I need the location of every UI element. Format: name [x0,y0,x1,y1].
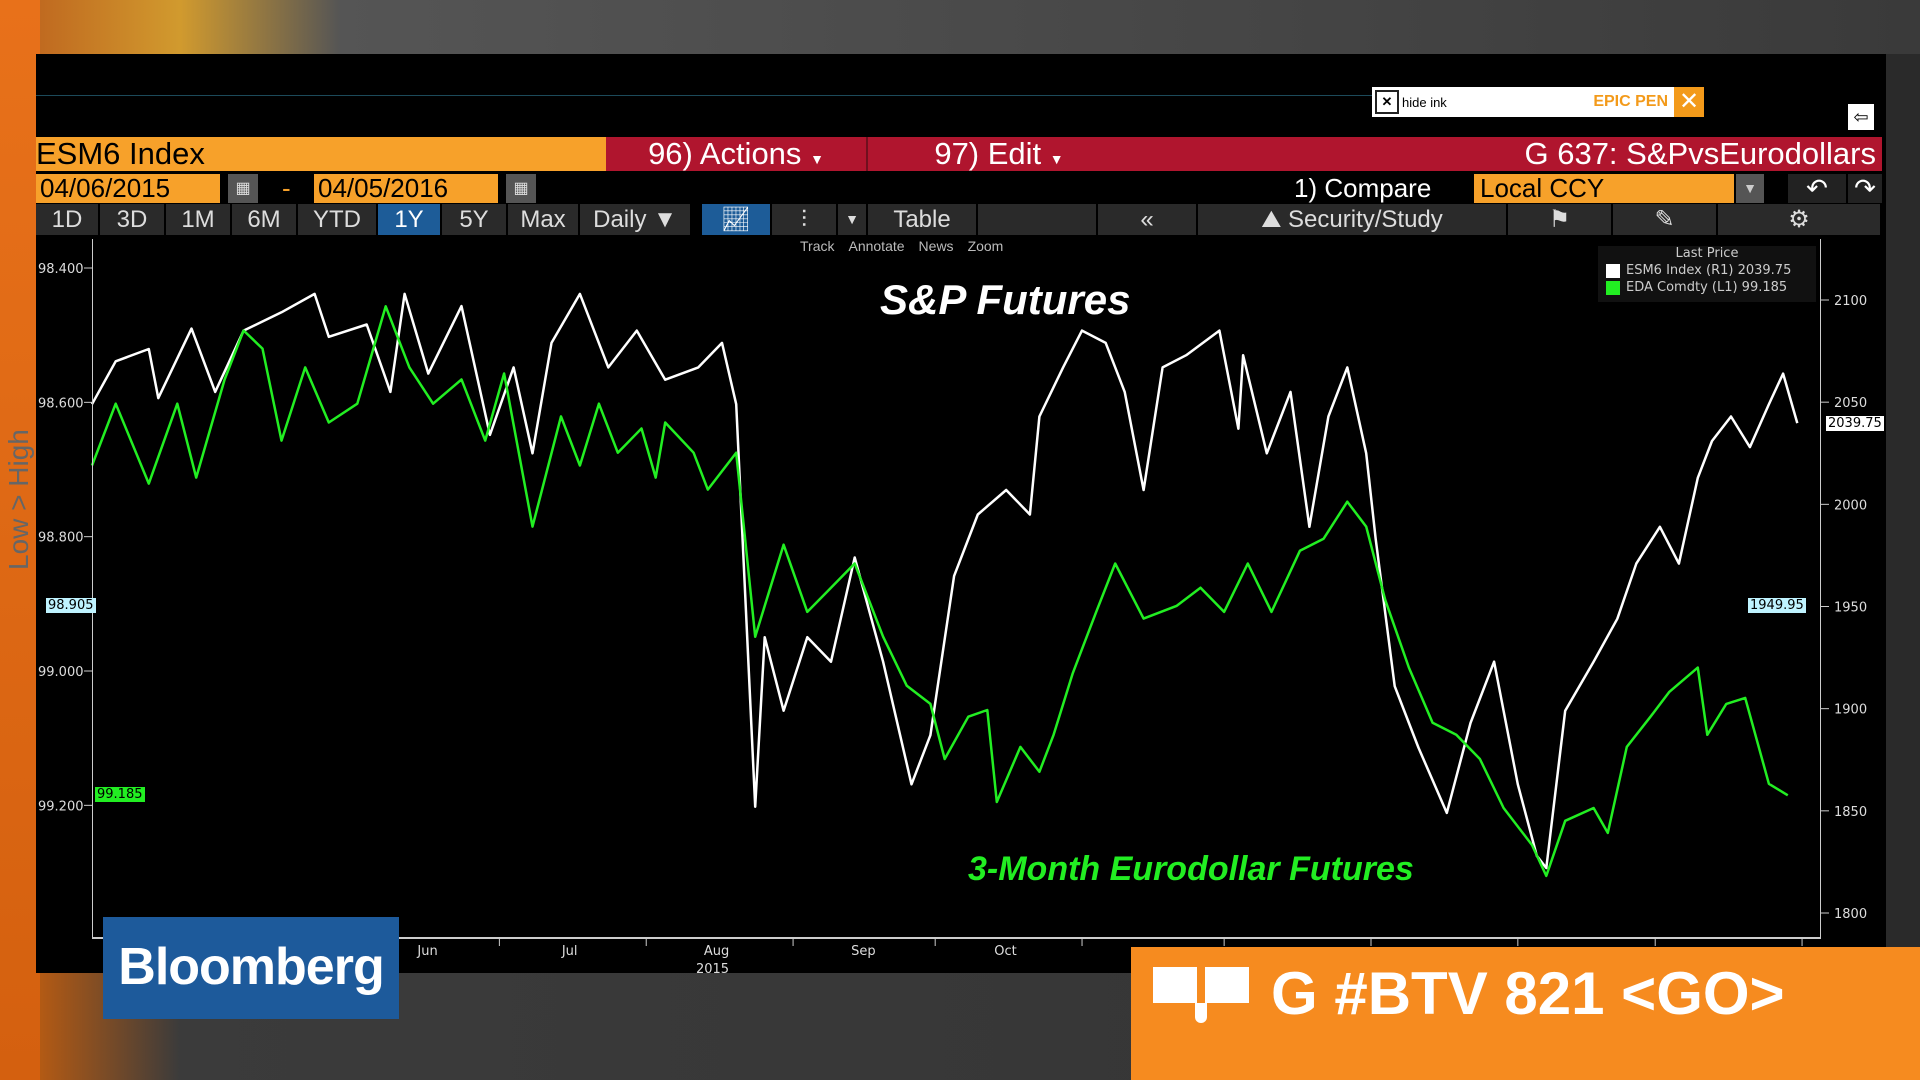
hide-ink-checkbox[interactable]: ✕ [1375,90,1399,114]
date-row: 04/06/2015 ▦ - 04/05/2016 ▦ 1) Compare L… [36,174,1882,203]
legend-item-esm6: ESM6 Index (R1) 2039.75 [1598,262,1816,279]
x-tick-label: Aug [704,944,729,959]
redo-icon[interactable]: ↷ [1848,174,1882,203]
period-6m[interactable]: 6M [232,204,298,235]
period-1d[interactable]: 1D [36,204,100,235]
right-tick-label: 2050 [1834,396,1867,411]
x-tick-label: Jul [561,944,578,959]
plot-frame [92,239,1821,939]
btv-banner: G #BTV 821 <GO> [1131,947,1920,1080]
terminal-icon [1153,957,1253,1027]
legend: Last Price ESM6 Index (R1) 2039.75 EDA C… [1598,246,1816,302]
legend-title: Last Price [1675,246,1739,261]
banner-text: G #BTV 821 <GO> [1271,960,1785,1027]
undo-icon[interactable]: ↶ [1788,174,1846,203]
security-study-label: Security/Study [1288,206,1443,233]
track-tool[interactable]: Track [800,238,835,254]
flag-icon[interactable]: ⚑ [1508,204,1613,235]
graph-title: G 637: S&PvsEurodollars [1130,137,1882,171]
left-tick-label: 99.000 [38,665,84,680]
x-tick-label: Jun [416,944,437,959]
epic-pen-label: EPIC PEN [1593,93,1668,110]
collapse-button[interactable]: « [1098,204,1198,235]
bar-chart-icon[interactable]: ⫶ [772,204,838,235]
period-1m[interactable]: 1M [166,204,232,235]
frequency-select[interactable]: Daily ▼ [580,204,692,235]
left-last-badge: 99.185 [95,787,145,802]
period-ytd[interactable]: YTD [298,204,378,235]
exit-icon[interactable]: ⇦ [1848,104,1874,130]
eurodollar-annotation: 3-Month Eurodollar Futures [968,850,1414,888]
command-line[interactable] [36,64,1540,96]
legend-label: EDA Comdty (L1) 99.185 [1626,280,1788,295]
start-date-input[interactable]: 04/06/2015 [36,174,220,203]
x-tick-label: Sep [851,944,876,959]
right-tick-label: 1850 [1834,805,1867,820]
esm6-series-line [90,292,1799,870]
toolbar: 1D 3D 1M 6M YTD 1Y 5Y Max Daily ▼ 📈︎ ⫶ ▼… [36,204,1882,235]
epic-pen-toolbar: ✕ hide ink EPIC PEN ✕ [1372,87,1704,117]
actions-menu[interactable]: 96) Actions ▼ [606,137,868,171]
left-marker-badge: 98.905 [46,598,96,613]
right-last-badge: 2039.75 [1826,416,1884,431]
calendar-icon[interactable]: ▦ [228,174,258,203]
security-field[interactable]: ESM6 Index [36,137,606,171]
line-chart-icon[interactable]: 📈︎ [702,204,772,235]
right-tick-label: 2000 [1834,498,1867,513]
chevron-down-icon[interactable]: ▼ [1736,174,1764,203]
legend-swatch [1606,280,1620,295]
right-tick-label: 1900 [1834,703,1867,718]
period-5y[interactable]: 5Y [442,204,508,235]
period-3d[interactable]: 3D [100,204,166,235]
background-top [40,0,1920,54]
actions-label: 96) Actions [648,136,802,171]
bloomberg-logo: Bloomberg [103,917,399,1019]
period-1y[interactable]: 1Y [378,204,442,235]
gear-icon[interactable]: ⚙ [1718,204,1882,235]
period-max[interactable]: Max [508,204,580,235]
news-tool[interactable]: News [918,238,954,254]
edit-menu[interactable]: 97) Edit ▼ [868,137,1130,171]
currency-select[interactable]: Local CCY [1474,174,1734,203]
left-tick-label: 99.200 [38,799,84,814]
chevron-down-icon: ▼ [1049,151,1064,167]
zoom-tool[interactable]: Zoom [967,238,1004,254]
hide-ink-label: hide ink [1402,94,1447,110]
x-year-label: 2015 [696,962,729,977]
sp-futures-annotation: S&P Futures [880,276,1131,323]
legend-item-eda: EDA Comdty (L1) 99.185 [1598,279,1816,296]
annotate-tool[interactable]: Annotate [848,238,905,254]
edit-label: 97) Edit [934,136,1042,171]
right-marker-badge: 1949.95 [1748,598,1806,613]
background-left-strip [0,0,40,1080]
table-button[interactable]: Table [868,204,978,235]
right-tick-label: 2100 [1834,294,1867,309]
chevron-down-icon: ▼ [810,151,824,167]
chevron-down-icon[interactable]: ▼ [838,204,868,235]
date-separator: - [282,173,291,203]
right-tick-label: 1950 [1834,601,1867,616]
epic-pen-close-button[interactable]: ✕ [1674,87,1704,117]
study-icon: ⛰︎ [1261,206,1289,233]
blank-button [978,204,1098,235]
end-date-input[interactable]: 04/05/2016 [314,174,498,203]
legend-label: ESM6 Index (R1) 2039.75 [1626,263,1792,278]
left-tick-label: 98.400 [38,262,84,277]
axis-hint: Low > High [3,429,34,570]
title-bar: ESM6 Index 96) Actions ▼ 97) Edit ▼ G 63… [36,137,1882,171]
chart-subtools: Track Annotate News Zoom [800,238,1003,254]
compare-button[interactable]: 1) Compare [1294,173,1432,203]
left-tick-label: 98.800 [38,531,84,546]
x-tick-label: Oct [994,944,1016,959]
legend-swatch [1606,263,1620,278]
eda-series-line [90,305,1789,878]
left-tick-label: 98.600 [38,396,84,411]
right-tick-label: 1800 [1834,907,1867,922]
edit-pen-icon[interactable]: ✎ [1613,204,1718,235]
calendar-icon[interactable]: ▦ [506,174,536,203]
security-study-button[interactable]: ⛰︎ Security/Study [1198,204,1508,235]
